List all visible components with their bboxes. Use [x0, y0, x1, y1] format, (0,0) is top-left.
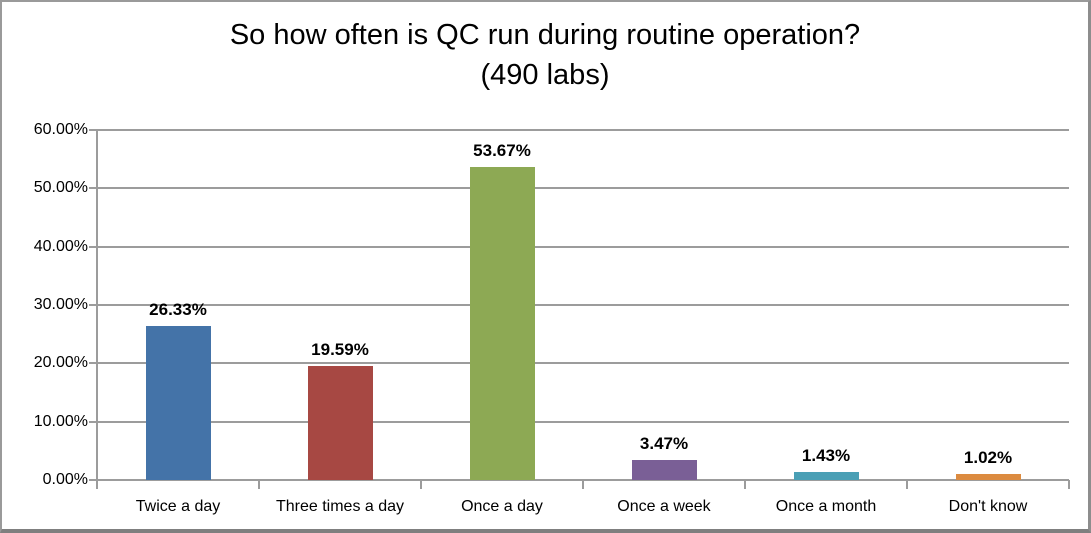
bar [146, 326, 211, 480]
gridline [97, 246, 1069, 248]
x-axis-tick [258, 480, 260, 489]
y-axis-tick-label: 50.00% [33, 179, 88, 196]
gridline [97, 304, 1069, 306]
chart-title-line2: (490 labs) [480, 59, 610, 91]
x-axis-category-label: Don't know [948, 498, 1028, 515]
y-axis-tick [89, 421, 97, 423]
y-axis-line [96, 130, 98, 482]
bar-value-label: 1.43% [801, 446, 851, 465]
bar-value-label: 26.33% [149, 300, 207, 319]
bar [470, 167, 535, 480]
gridline [97, 362, 1069, 364]
x-axis-tick [96, 480, 98, 489]
x-axis-category-label: Twice a day [135, 498, 221, 515]
chart-title-line1: So how often is QC run during routine op… [229, 19, 861, 51]
y-axis-tick [89, 479, 97, 481]
x-axis-tick [420, 480, 422, 489]
bar-value-label: 53.67% [473, 141, 531, 160]
y-axis-tick [89, 246, 97, 248]
x-axis-tick [1068, 480, 1070, 489]
bar [632, 460, 697, 480]
y-axis-tick [89, 129, 97, 131]
x-axis-tick [744, 480, 746, 489]
y-axis-tick-label: 0.00% [42, 471, 88, 488]
y-axis-tick [89, 362, 97, 364]
y-axis-tick-label: 20.00% [33, 354, 88, 371]
x-axis-category-label: Once a week [617, 498, 711, 515]
chart-title: So how often is QC run during routine op… [2, 15, 1088, 95]
x-axis-category-label: Once a day [461, 498, 543, 515]
x-axis-tick [906, 480, 908, 489]
x-axis-tick [582, 480, 584, 489]
gridline [97, 129, 1069, 131]
bar [308, 366, 373, 480]
y-axis-tick-label: 40.00% [33, 238, 88, 255]
gridline [97, 187, 1069, 189]
y-axis-tick-label: 30.00% [33, 296, 88, 313]
x-axis-category-label: Three times a day [275, 498, 405, 515]
y-axis-tick [89, 304, 97, 306]
x-axis-category-label: Once a month [775, 498, 877, 515]
bar-value-label: 1.02% [963, 448, 1013, 467]
gridline [97, 421, 1069, 423]
bar [794, 472, 859, 480]
bar [956, 474, 1021, 480]
y-axis-tick [89, 187, 97, 189]
bar-value-label: 3.47% [639, 434, 689, 453]
y-axis-tick-label: 10.00% [33, 413, 88, 430]
bar-value-label: 19.59% [311, 340, 369, 359]
y-axis-tick-label: 60.00% [33, 121, 88, 138]
